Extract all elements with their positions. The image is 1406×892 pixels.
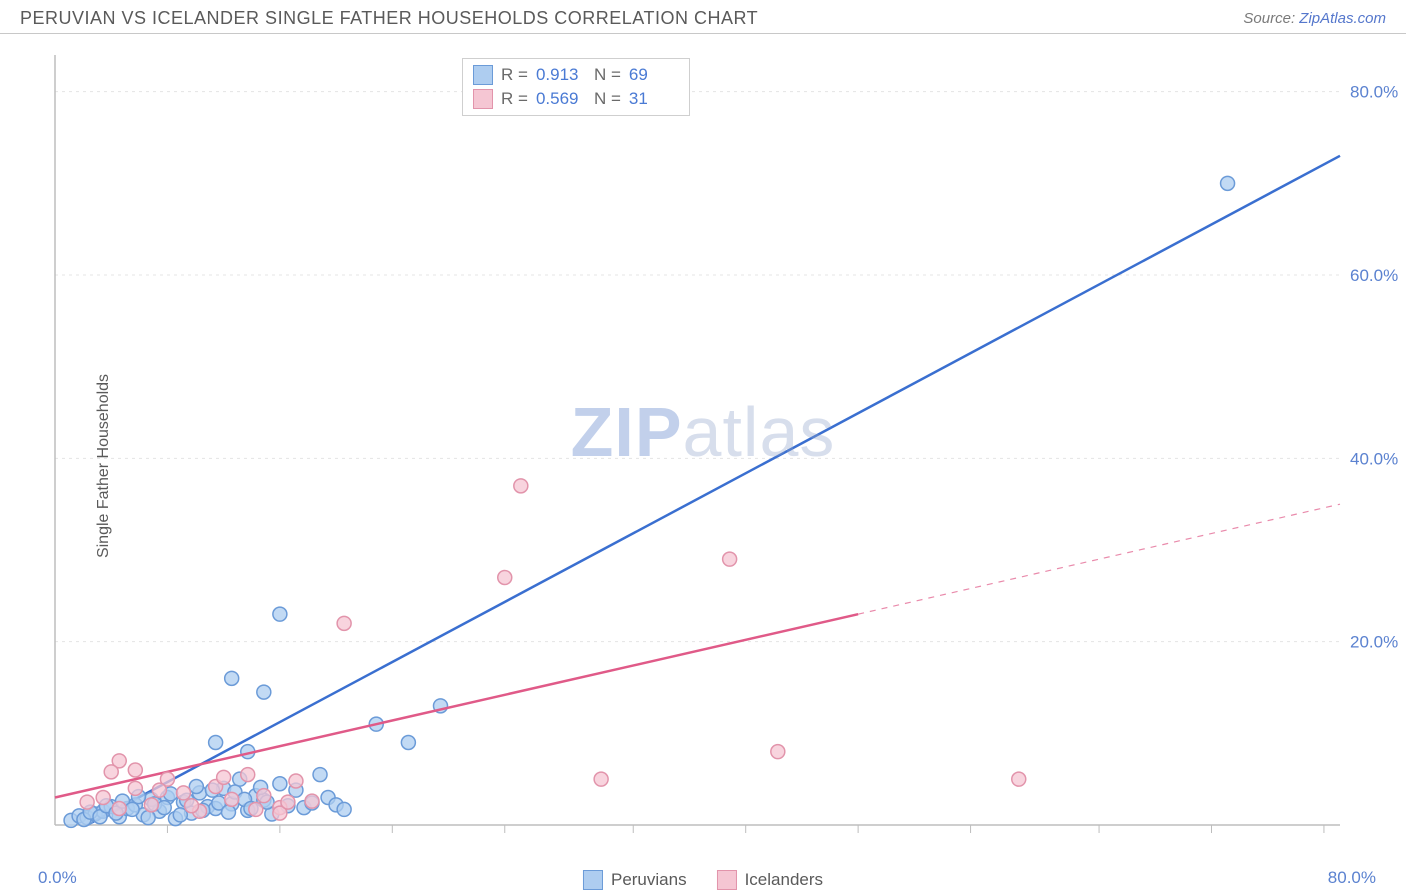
stats-row: R = 0.913 N = 69 [473,63,679,87]
y-axis-label: Single Father Households [95,374,113,558]
scatter-plot-svg: 20.0% 40.0% 60.0% 80.0% [0,40,1406,862]
stats-swatch [473,65,493,85]
stats-n-label: N = [594,89,621,109]
chart-area: Single Father Households 20.0% 40.0% 60.0%… [0,40,1406,892]
legend-label-icelanders: Icelanders [745,870,823,890]
stats-r-label: R = [501,65,528,85]
stats-swatch [473,89,493,109]
chart-title: PERUVIAN VS ICELANDER SINGLE FATHER HOUS… [20,8,758,29]
x-axis-legend: Peruvians Icelanders [583,870,823,890]
svg-text:40.0%: 40.0% [1350,449,1398,468]
legend-swatch-peruvians [583,870,603,890]
stats-r-value: 0.913 [536,65,586,85]
legend-item-peruvians: Peruvians [583,870,687,890]
svg-text:80.0%: 80.0% [1350,83,1398,102]
source-link[interactable]: ZipAtlas.com [1299,10,1386,27]
stats-n-value: 31 [629,89,679,109]
stats-n-value: 69 [629,65,679,85]
legend-swatch-icelanders [717,870,737,890]
x-origin-label: 0.0% [38,868,77,888]
stats-r-label: R = [501,89,528,109]
stats-n-label: N = [594,65,621,85]
x-max-label: 80.0% [1328,868,1376,888]
legend-item-icelanders: Icelanders [717,870,823,890]
stats-r-value: 0.569 [536,89,586,109]
chart-header: PERUVIAN VS ICELANDER SINGLE FATHER HOUS… [0,0,1406,34]
correlation-stats-box: R = 0.913 N = 69 R = 0.569 N = 31 [462,58,690,116]
source-prefix: Source: [1243,10,1299,27]
stats-row: R = 0.569 N = 31 [473,87,679,111]
svg-text:20.0%: 20.0% [1350,633,1398,652]
svg-text:60.0%: 60.0% [1350,266,1398,285]
legend-label-peruvians: Peruvians [611,870,687,890]
source-attribution: Source: ZipAtlas.com [1243,10,1386,27]
